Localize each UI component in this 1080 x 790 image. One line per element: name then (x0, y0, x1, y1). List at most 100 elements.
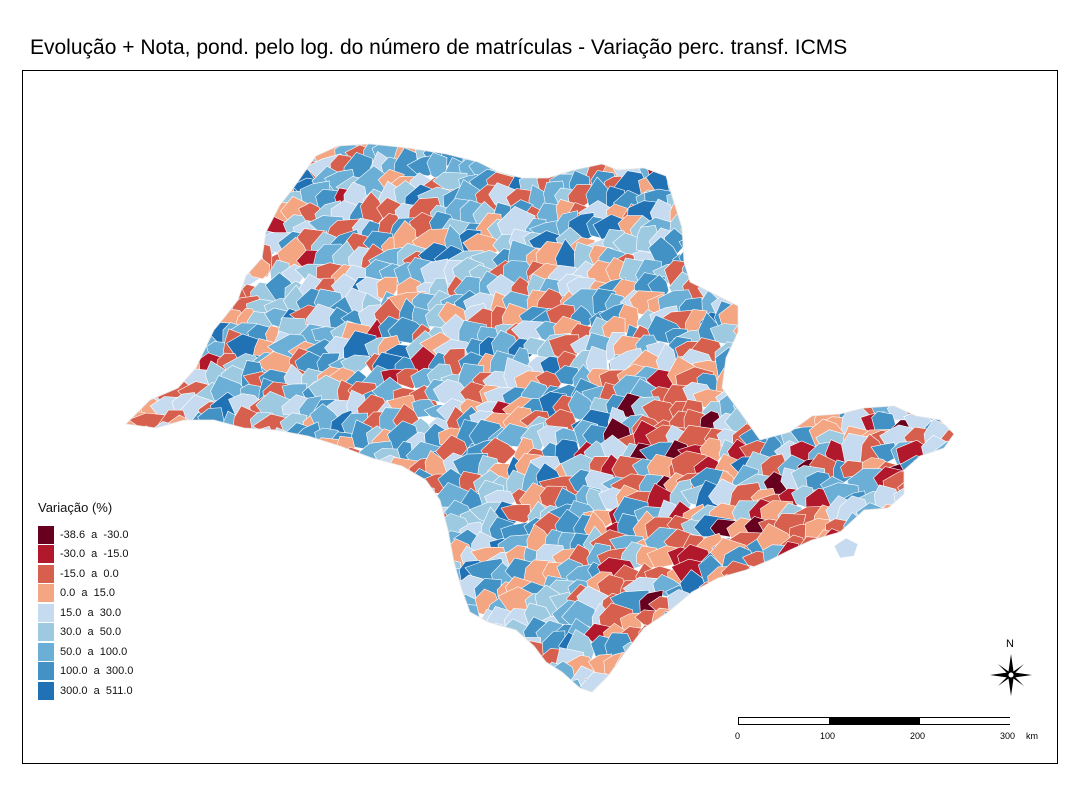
municipality (852, 294, 887, 325)
municipality (151, 675, 193, 691)
municipality (826, 666, 847, 692)
municipality (174, 544, 215, 578)
municipality (899, 665, 933, 692)
municipality (811, 296, 835, 326)
municipality (892, 257, 923, 291)
municipality (798, 155, 823, 179)
municipality (680, 640, 715, 670)
map-frame (22, 70, 1058, 764)
municipality (427, 626, 458, 644)
municipality (872, 573, 904, 598)
municipality (185, 188, 212, 217)
municipality (793, 678, 815, 692)
municipality (126, 207, 132, 247)
municipality (126, 327, 133, 351)
municipality (823, 231, 855, 259)
municipality (809, 326, 843, 350)
municipality (931, 592, 954, 619)
municipality (941, 484, 954, 515)
municipality (711, 224, 742, 257)
municipality (766, 250, 789, 276)
municipality (180, 271, 211, 307)
municipality (154, 561, 185, 591)
municipality (261, 573, 297, 605)
municipality (724, 167, 758, 203)
municipality (303, 610, 342, 631)
municipality (882, 245, 920, 274)
municipality (457, 631, 480, 658)
municipality (363, 606, 398, 632)
municipality (432, 638, 471, 667)
municipality (765, 254, 798, 299)
municipality (924, 497, 945, 530)
legend-item: -15.0 a 0.0 (38, 564, 133, 584)
municipality (382, 469, 408, 499)
municipality (859, 556, 886, 593)
municipality (278, 604, 312, 630)
municipality (696, 650, 726, 683)
municipality (278, 656, 306, 684)
municipality (890, 167, 926, 203)
municipality (224, 229, 265, 263)
municipality (795, 256, 825, 286)
municipality (397, 649, 431, 680)
municipality (900, 576, 938, 605)
scale-tick: 0 (735, 731, 741, 741)
municipality (822, 356, 866, 381)
municipality (792, 276, 823, 306)
municipality (857, 365, 898, 398)
municipality (658, 144, 694, 168)
municipality (158, 483, 182, 511)
municipality (129, 203, 157, 226)
municipality (761, 320, 796, 353)
municipality (777, 294, 816, 318)
municipality (734, 251, 759, 277)
municipality (669, 634, 689, 662)
municipality (937, 351, 954, 374)
municipality (126, 470, 149, 504)
municipality (165, 562, 201, 584)
municipality (170, 317, 199, 348)
municipality (940, 518, 954, 546)
municipality (297, 515, 333, 540)
municipality (728, 598, 753, 640)
municipality (773, 401, 808, 426)
municipality (776, 258, 803, 289)
municipality (693, 239, 730, 271)
municipality (128, 193, 176, 232)
municipality (219, 528, 243, 562)
municipality (126, 179, 150, 197)
municipality (724, 144, 760, 173)
municipality (149, 156, 189, 182)
municipality (807, 221, 845, 248)
municipality (473, 144, 497, 149)
municipality (856, 651, 887, 677)
municipality (871, 320, 902, 346)
municipality (742, 663, 770, 692)
municipality (921, 305, 954, 330)
municipality (940, 662, 954, 690)
municipality (283, 479, 309, 513)
municipality (906, 291, 936, 320)
municipality (922, 235, 954, 264)
municipality (691, 144, 732, 176)
municipality (345, 544, 379, 574)
municipality (903, 604, 928, 638)
legend-swatch (38, 603, 54, 622)
legend-item: 15.0 a 30.0 (38, 603, 133, 623)
municipality (126, 147, 133, 165)
municipality (126, 422, 131, 461)
municipality (920, 685, 950, 692)
municipality (934, 174, 954, 197)
municipality (896, 166, 937, 201)
municipality (307, 641, 338, 663)
municipality (572, 144, 603, 152)
municipality (679, 678, 715, 692)
municipality (844, 318, 867, 347)
municipality (313, 596, 340, 619)
municipality (857, 224, 894, 258)
municipality (148, 168, 183, 198)
municipality (168, 273, 200, 306)
municipality (222, 550, 247, 579)
municipality (183, 602, 213, 635)
